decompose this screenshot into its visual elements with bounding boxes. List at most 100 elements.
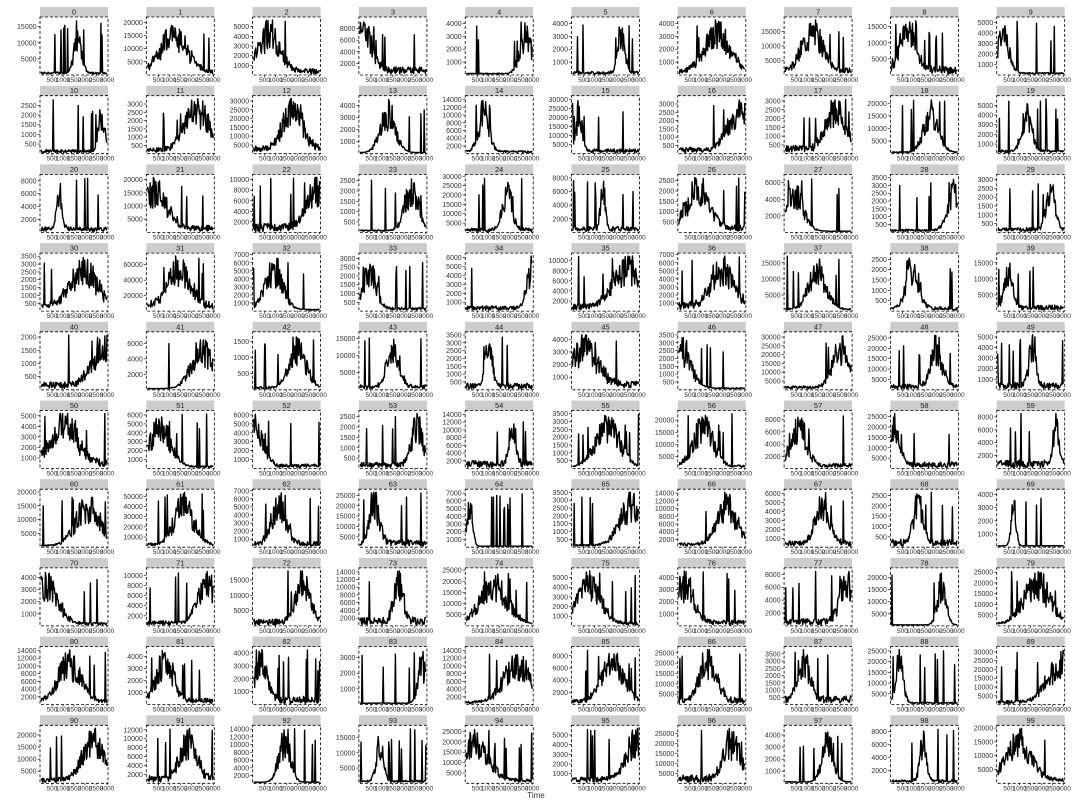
x-tick-label: 2500 bbox=[301, 77, 316, 84]
x-tick-label: 1500 bbox=[1023, 785, 1038, 792]
panel-strip bbox=[571, 321, 640, 332]
y-tick-label: 5000 bbox=[871, 456, 887, 463]
x-tick-label: 2500 bbox=[195, 392, 210, 399]
y-tick-label: 4000 bbox=[659, 575, 675, 582]
panel-92: 9220004000600080001000012000140005001000… bbox=[230, 715, 327, 792]
y-tick-label: 30000 bbox=[230, 98, 250, 105]
panel-frame bbox=[358, 646, 428, 705]
panel-62: 6210002000300040005000600070005001000150… bbox=[234, 479, 327, 556]
x-tick-label: 3000 bbox=[419, 392, 434, 399]
panel-title: 37 bbox=[814, 244, 822, 253]
y-tick-label: 20000 bbox=[442, 739, 462, 746]
series-line bbox=[784, 19, 852, 74]
y-tick-label: 2000 bbox=[446, 529, 462, 536]
x-tick-label: 2500 bbox=[514, 628, 529, 635]
x-tick-label: 1500 bbox=[705, 707, 720, 714]
series-line bbox=[40, 20, 108, 75]
x-tick-label: 3000 bbox=[844, 313, 859, 320]
panel-title: 98 bbox=[920, 716, 928, 725]
x-tick-label: 2500 bbox=[195, 707, 210, 714]
x-tick-label: 1500 bbox=[279, 77, 294, 84]
x-tick-label: 2500 bbox=[939, 707, 954, 714]
panel-strip bbox=[996, 557, 1065, 568]
panel-1: 1500010000150002000050010001500200025003… bbox=[123, 7, 221, 84]
y-tick-label: 5000 bbox=[340, 766, 356, 773]
y-tick-label: 3000 bbox=[21, 262, 37, 269]
y-tick-label: 500 bbox=[25, 301, 37, 308]
x-tick-label: 1000 bbox=[375, 628, 390, 635]
x-tick-label: 1000 bbox=[375, 234, 390, 241]
y-tick-label: 5000 bbox=[871, 611, 887, 618]
x-tick-label: 1500 bbox=[279, 471, 294, 478]
x-tick-label: 500 bbox=[153, 471, 164, 478]
panel-45: 4510002000300040005001000150020002500300… bbox=[552, 321, 646, 399]
y-tick-label: 500 bbox=[25, 374, 37, 381]
x-tick-label: 1500 bbox=[598, 628, 613, 635]
x-tick-label: 1000 bbox=[587, 707, 602, 714]
y-tick-label: 20000 bbox=[123, 293, 143, 300]
series-line bbox=[571, 100, 640, 154]
x-tick-label: 1500 bbox=[173, 707, 188, 714]
panel-strip bbox=[358, 164, 427, 175]
x-tick-label: 2000 bbox=[1034, 234, 1049, 241]
x-tick-label: 500 bbox=[1003, 156, 1014, 163]
y-tick-label: 1000 bbox=[340, 291, 356, 298]
panel-strip bbox=[996, 321, 1065, 332]
y-tick-label: 6000 bbox=[446, 128, 462, 135]
panel-strip bbox=[40, 479, 108, 490]
x-tick-label: 1000 bbox=[906, 392, 921, 399]
x-tick-label: 3000 bbox=[419, 77, 434, 84]
y-tick-label: 6000 bbox=[978, 427, 994, 434]
series-line bbox=[571, 649, 640, 704]
y-tick-label: 6000 bbox=[234, 412, 250, 419]
y-tick-label: 2000 bbox=[552, 216, 568, 223]
x-tick-label: 3000 bbox=[100, 313, 115, 320]
x-tick-label: 2500 bbox=[301, 549, 316, 556]
panel-46: 4650010001500200025003000350050010001500… bbox=[659, 321, 752, 399]
y-tick-label: 2500 bbox=[659, 348, 675, 355]
y-tick-label: 5000 bbox=[765, 58, 781, 65]
y-tick-label: 25000 bbox=[336, 493, 356, 500]
y-tick-label: 6000 bbox=[552, 189, 568, 196]
panel-strip bbox=[252, 164, 321, 175]
y-tick-label: 2000 bbox=[552, 47, 568, 54]
x-tick-label: 1000 bbox=[481, 234, 496, 241]
x-tick-label: 2500 bbox=[301, 707, 316, 714]
x-tick-label: 2500 bbox=[89, 77, 104, 84]
panel-strip bbox=[784, 164, 853, 175]
x-tick-label: 500 bbox=[259, 707, 270, 714]
x-tick-label: 500 bbox=[578, 313, 589, 320]
x-tick-label: 1000 bbox=[1012, 471, 1027, 478]
x-tick-label: 3000 bbox=[419, 707, 434, 714]
series-line bbox=[252, 98, 321, 153]
x-tick-label: 500 bbox=[365, 156, 376, 163]
x-tick-label: 2000 bbox=[928, 77, 943, 84]
x-tick-label: 1000 bbox=[694, 156, 709, 163]
y-tick-label: 6000 bbox=[446, 498, 462, 505]
y-tick-label: 5000 bbox=[21, 769, 37, 776]
x-tick-label: 2500 bbox=[833, 234, 848, 241]
panel-strip bbox=[358, 243, 427, 254]
series-line bbox=[678, 570, 746, 626]
x-tick-label: 3000 bbox=[631, 549, 646, 556]
x-tick-label: 1000 bbox=[56, 628, 71, 635]
y-tick-label: 4000 bbox=[127, 430, 143, 437]
panel-title: 41 bbox=[176, 322, 184, 331]
x-tick-label: 2000 bbox=[716, 156, 731, 163]
panel-title: 70 bbox=[70, 558, 78, 567]
y-tick-label: 5000 bbox=[234, 421, 250, 428]
panel-title: 54 bbox=[495, 401, 503, 410]
y-tick-label: 500 bbox=[344, 220, 356, 227]
x-tick-label: 2000 bbox=[78, 313, 93, 320]
x-tick-label: 1500 bbox=[705, 785, 720, 792]
panel-title: 60 bbox=[70, 480, 78, 489]
x-tick-label: 500 bbox=[791, 234, 802, 241]
y-tick-label: 2000 bbox=[978, 453, 994, 460]
x-tick-label: 1500 bbox=[173, 628, 188, 635]
x-tick-label: 2000 bbox=[822, 392, 837, 399]
series-line bbox=[678, 491, 746, 547]
panel-frame bbox=[783, 173, 853, 233]
y-tick-label: 5000 bbox=[659, 692, 675, 699]
y-tick-label: 15000 bbox=[974, 739, 994, 746]
panel-strip bbox=[571, 636, 640, 647]
